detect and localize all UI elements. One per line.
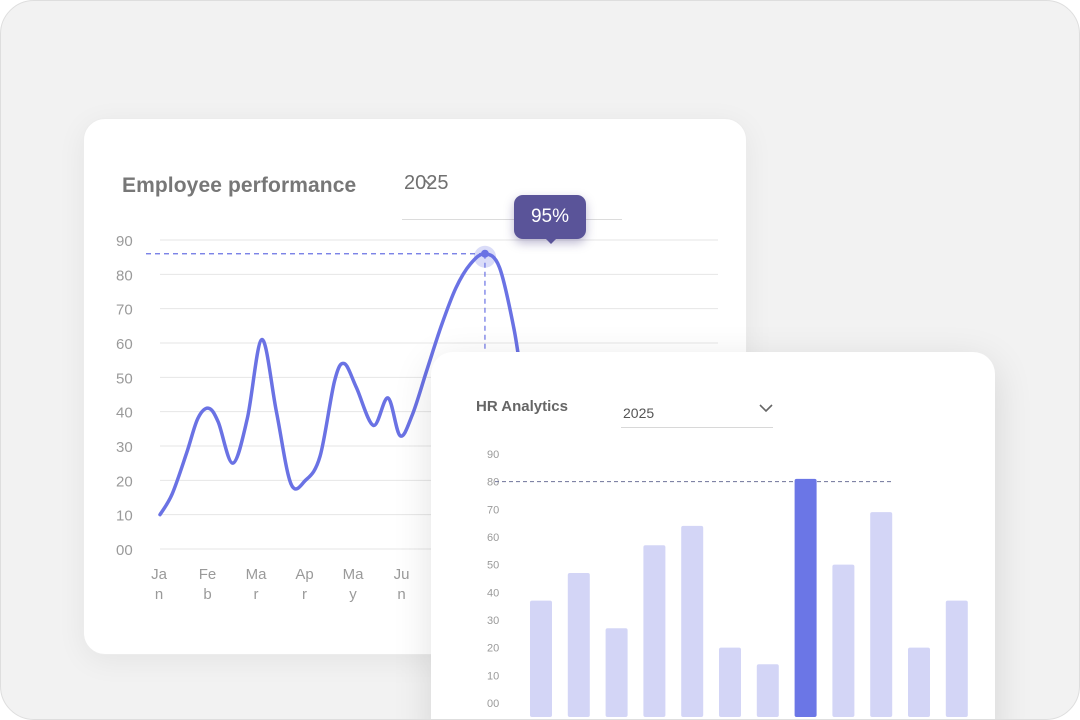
x-tick-label: Ja bbox=[151, 566, 168, 583]
performance-year-select[interactable]: 2025 bbox=[404, 172, 449, 194]
bar bbox=[681, 525, 704, 717]
x-tick-label: Ju bbox=[394, 566, 410, 583]
bar bbox=[719, 647, 741, 717]
bar bbox=[530, 600, 552, 717]
highlight-point bbox=[480, 249, 489, 258]
x-tick-label: Ap bbox=[295, 566, 313, 583]
y-tick-label: 00 bbox=[116, 542, 133, 559]
hr-title: HR Analytics bbox=[476, 398, 568, 415]
performance-title: Employee performance bbox=[122, 174, 357, 197]
performance-year-underline bbox=[402, 219, 622, 220]
hr-analytics-card: HR Analytics 2025 90 80 70 60 50 40 30 20 10 00 bbox=[431, 352, 995, 719]
y-tick-label: 00 bbox=[487, 698, 499, 710]
y-tick-label: 40 bbox=[116, 405, 133, 422]
hr-bar-chart: 90 80 70 60 50 40 30 20 10 00 bbox=[487, 449, 968, 717]
y-tick-label: 10 bbox=[487, 670, 499, 682]
y-tick-label: 80 bbox=[487, 477, 499, 489]
hr-year-select[interactable]: 2025 bbox=[623, 405, 655, 421]
x-tick-label: y bbox=[349, 586, 357, 603]
chevron-down-icon[interactable] bbox=[758, 402, 774, 414]
y-tick-label: 60 bbox=[116, 336, 133, 353]
y-tick-label: 10 bbox=[116, 508, 133, 525]
bar bbox=[643, 545, 666, 717]
x-tick-label: b bbox=[203, 586, 211, 603]
bar bbox=[945, 600, 968, 717]
y-tick-label: 20 bbox=[116, 473, 133, 490]
x-tick-label: Ma bbox=[343, 566, 364, 583]
y-tick-label: 90 bbox=[487, 449, 499, 461]
y-tick-label: 40 bbox=[487, 587, 499, 599]
y-tick-label: 30 bbox=[487, 615, 499, 627]
tooltip-arrow bbox=[544, 237, 558, 244]
x-tick-label: Ma bbox=[246, 566, 267, 583]
x-tick-label: n bbox=[397, 586, 405, 603]
x-tick-label: r bbox=[302, 586, 307, 603]
y-tick-label: 80 bbox=[116, 267, 133, 284]
x-tick-label: n bbox=[155, 586, 163, 603]
y-tick-label: 70 bbox=[116, 302, 133, 319]
y-tick-label: 90 bbox=[116, 233, 133, 250]
y-tick-label: 70 bbox=[487, 504, 499, 516]
bar-highlighted bbox=[794, 478, 817, 717]
bar bbox=[832, 564, 855, 717]
y-tick-label: 50 bbox=[487, 560, 499, 572]
value-tooltip: 95% bbox=[514, 195, 586, 239]
x-tick-label: r bbox=[254, 586, 259, 603]
bar bbox=[908, 647, 930, 717]
chevron-down-icon[interactable] bbox=[422, 177, 438, 189]
bar bbox=[567, 572, 590, 717]
y-tick-label: 50 bbox=[116, 370, 133, 387]
y-tick-label: 20 bbox=[487, 643, 499, 655]
bar bbox=[605, 628, 628, 717]
y-tick-label: 30 bbox=[116, 439, 133, 456]
bar bbox=[870, 512, 893, 717]
y-tick-label: 60 bbox=[487, 532, 499, 544]
bar bbox=[756, 664, 779, 717]
x-tick-label: Fe bbox=[199, 566, 217, 583]
hr-year-underline bbox=[621, 427, 773, 428]
